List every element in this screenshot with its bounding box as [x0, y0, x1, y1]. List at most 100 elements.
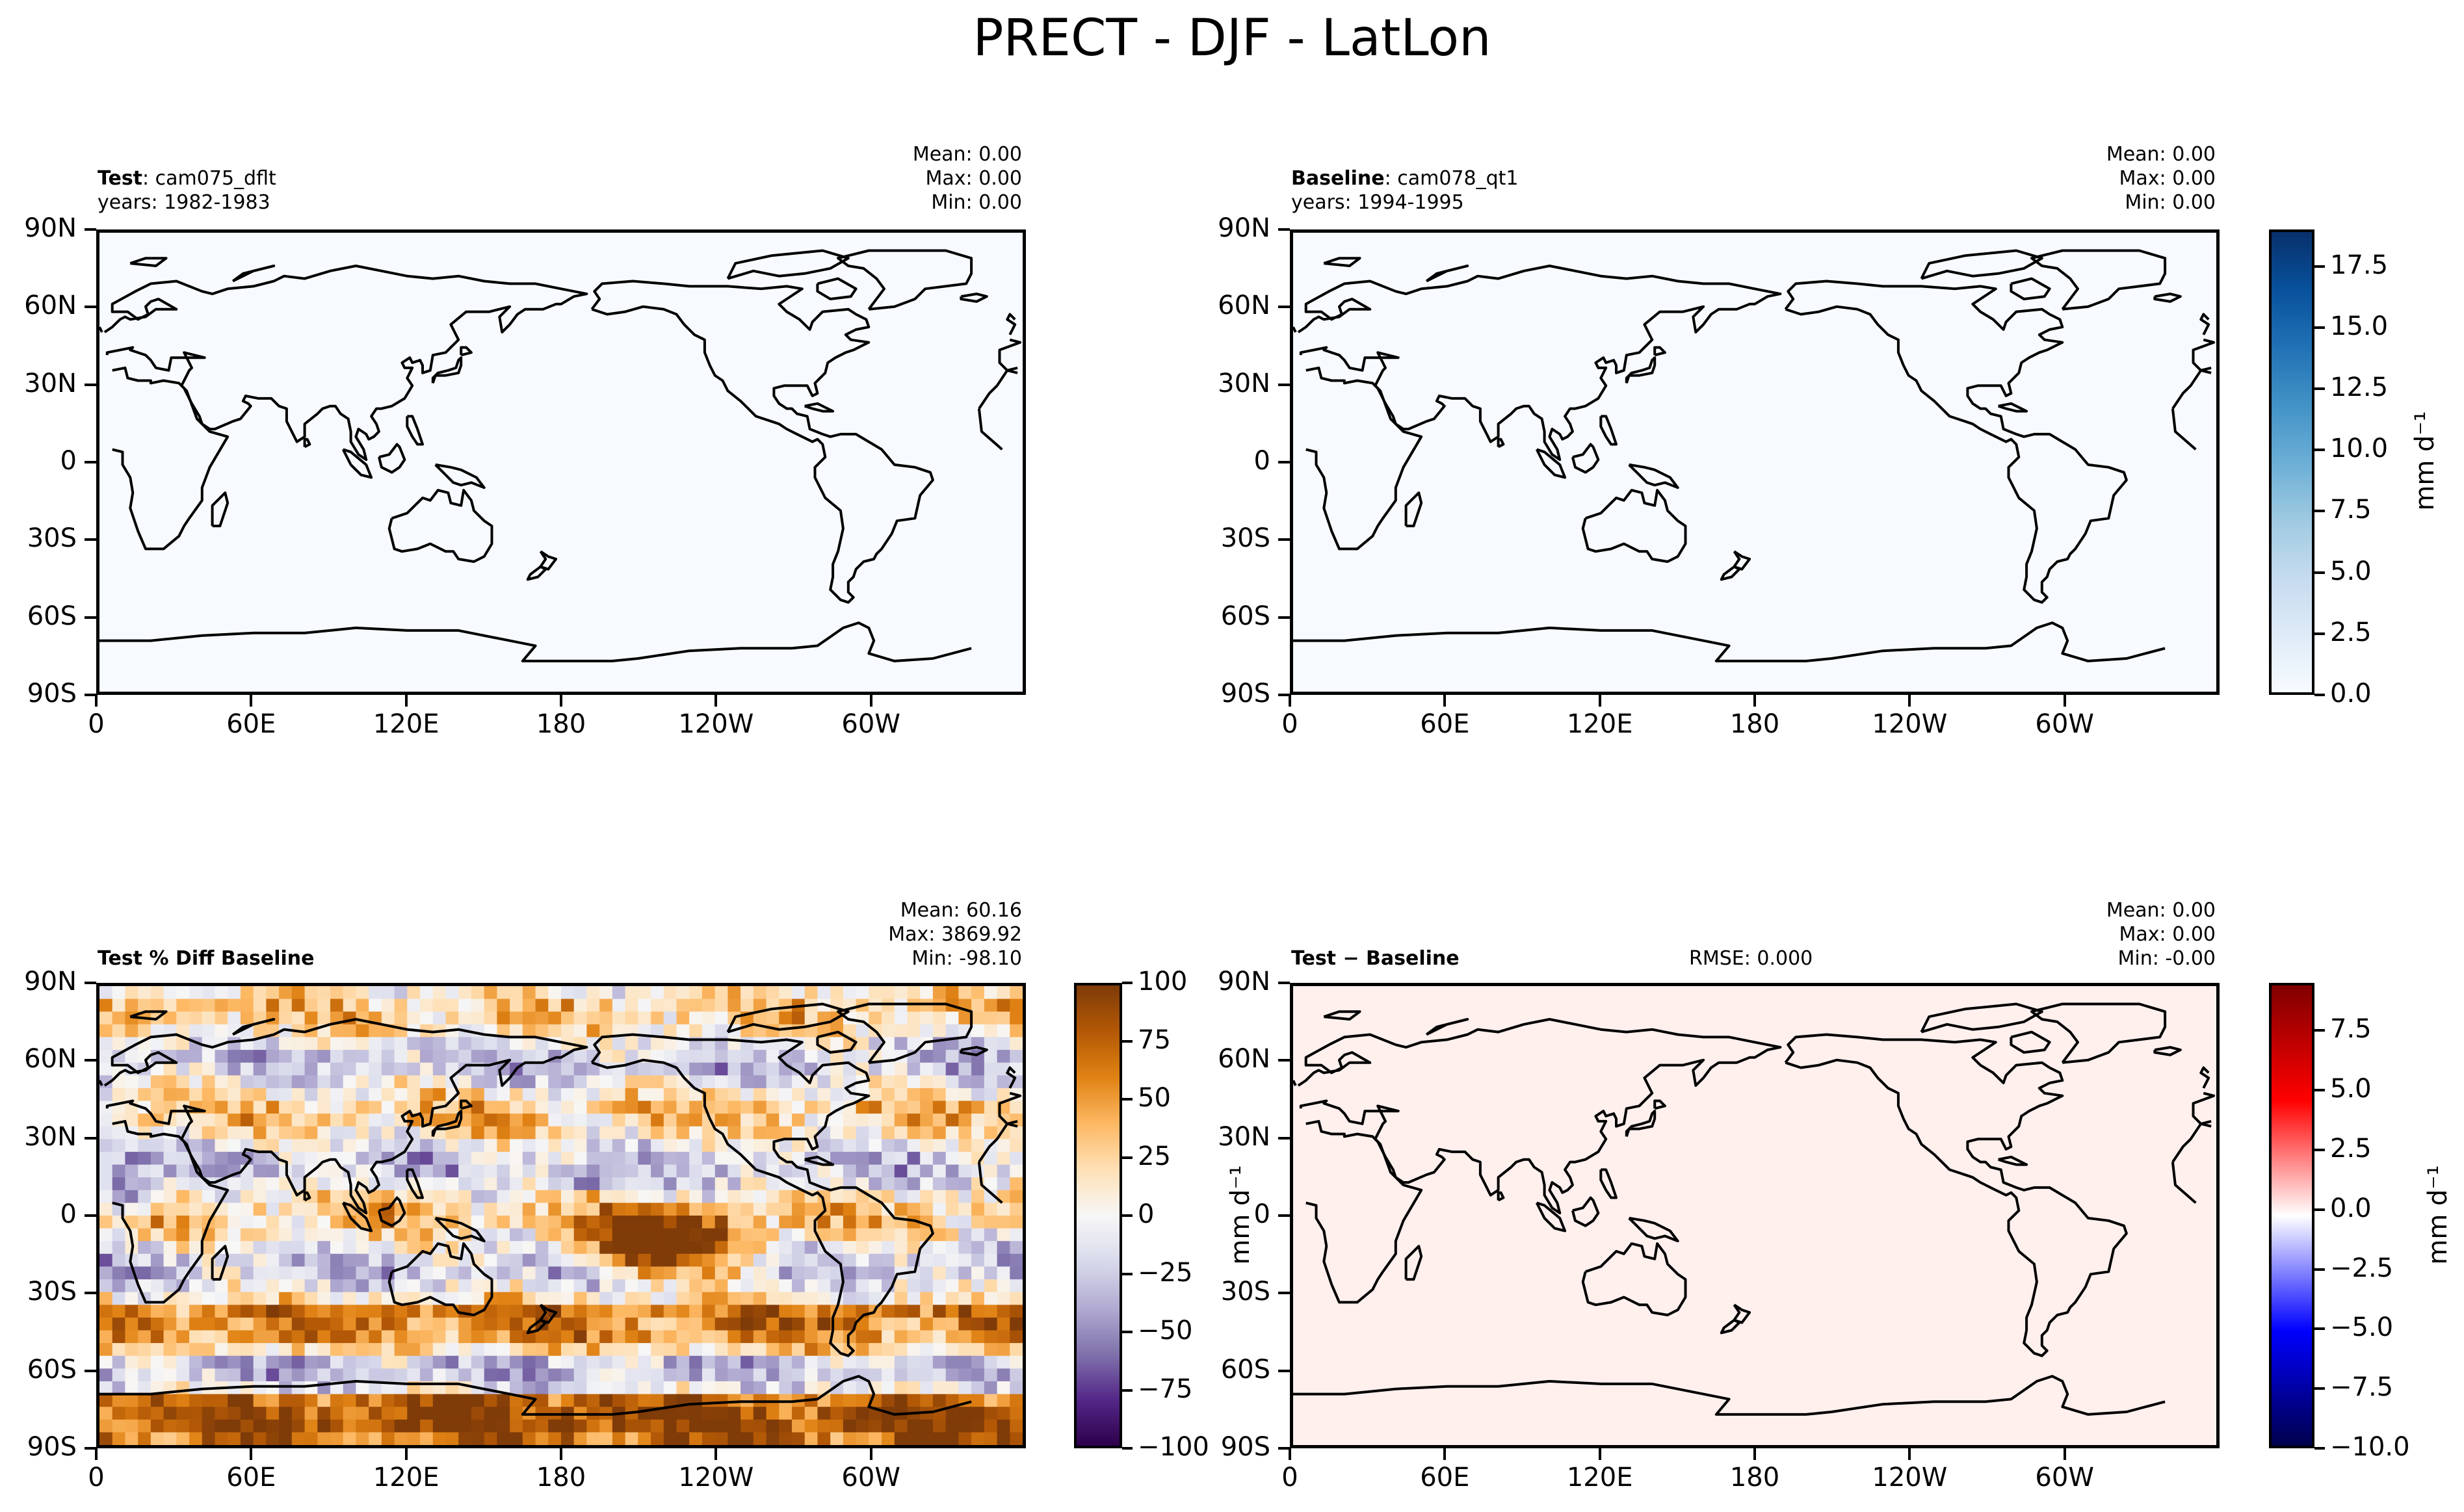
pctdiff-cell	[869, 1203, 882, 1216]
pctdiff-cell	[138, 1419, 151, 1433]
pctdiff-cell	[676, 1164, 690, 1178]
pctdiff-cell	[586, 1330, 600, 1344]
pctdiff-cell	[291, 1253, 306, 1268]
pctdiff-cell	[215, 1228, 228, 1242]
pctdiff-cell	[112, 1190, 126, 1204]
pctdiff-cell	[689, 1190, 703, 1204]
pctdiff-xtick-mark	[560, 1448, 562, 1460]
pctdiff-cell	[958, 1177, 972, 1191]
pctdiff-cell	[407, 1330, 421, 1344]
pctdiff-cell	[727, 1164, 741, 1178]
pctdiff-cell	[138, 1394, 151, 1407]
pctdiff-cell	[997, 1317, 1011, 1331]
pctdiff-cell	[882, 1190, 895, 1204]
pctdiff-cell	[561, 986, 575, 1000]
pctdiff-cell	[510, 1355, 523, 1370]
diff-colorbar-tick-mark	[2314, 1327, 2325, 1331]
pctdiff-cell	[381, 1407, 395, 1420]
pctdiff-cell	[471, 1432, 485, 1445]
pctdiff-cell	[215, 1355, 228, 1370]
pctdiff-cell	[189, 1330, 203, 1344]
pctdiff-cell	[497, 1151, 510, 1166]
pctdiff-cell	[714, 1075, 729, 1089]
pctdiff-cell	[138, 1241, 151, 1255]
pctdiff-cell	[971, 1394, 985, 1407]
pctdiff-cell	[330, 1203, 344, 1216]
pctdiff-cell	[561, 1101, 575, 1114]
pctdiff-cell	[497, 1394, 510, 1407]
pctdiff-cell	[741, 1381, 754, 1395]
pctdiff-cell	[215, 1305, 228, 1318]
pctdiff-cell	[958, 1011, 972, 1025]
pctdiff-cell	[535, 1330, 549, 1344]
pctdiff-cell	[869, 986, 882, 1000]
pctdiff-cell	[779, 1075, 793, 1089]
pctdiff-cell	[266, 1266, 280, 1280]
coastline	[1297, 1018, 1782, 1215]
pctdiff-cell	[599, 1241, 613, 1255]
pctdiff-cell	[997, 1203, 1011, 1216]
pctdiff-cell	[792, 1011, 806, 1025]
pctdiff-cell	[1010, 1343, 1023, 1357]
pctdiff-cell	[625, 1011, 639, 1025]
pctdiff-cell	[381, 1075, 395, 1089]
pctdiff-cell	[381, 1368, 395, 1382]
pctdiff-cell	[586, 1024, 600, 1038]
coastline	[1006, 313, 1017, 335]
pctdiff-cell	[291, 1419, 306, 1433]
pctdiff-cell	[189, 1126, 203, 1140]
pctdiff-cell	[792, 1266, 806, 1280]
pctdiff-cell	[920, 1114, 934, 1127]
coastline	[837, 249, 973, 311]
pctdiff-cell	[458, 1075, 472, 1089]
pctdiff-cell	[253, 1139, 267, 1153]
pctdiff-cell	[407, 1419, 421, 1433]
pctdiff-cell	[599, 1305, 613, 1318]
pctdiff-cell	[984, 1062, 998, 1076]
pctdiff-cell	[510, 1177, 523, 1191]
pctdiff-cell	[573, 1432, 588, 1445]
pctdiff-cell	[445, 1279, 459, 1293]
pctdiff-cell	[651, 1368, 664, 1382]
coastline	[1784, 1033, 2128, 1357]
pctdiff-cell	[369, 1305, 382, 1318]
pctdiff-cell	[945, 1305, 960, 1318]
pctdiff-cell	[522, 1368, 536, 1382]
pctdiff-cell	[176, 1151, 190, 1166]
pctdiff-cell	[984, 1432, 998, 1445]
pctdiff-cell	[573, 1381, 588, 1395]
pctdiff-cell	[573, 1343, 588, 1357]
pctdiff-cell	[663, 1419, 677, 1433]
precip-colorbar-tick-label: 15.0	[2330, 311, 2389, 341]
pctdiff-cell	[548, 1355, 562, 1370]
pctdiff-cell	[112, 1024, 126, 1038]
pctdiff-cell	[163, 1407, 177, 1420]
diff-ytick-mark	[1278, 1214, 1290, 1217]
pctdiff-cell	[125, 1177, 138, 1191]
precip-colorbar-tick-label: 12.5	[2330, 372, 2389, 402]
pctdiff-cell	[432, 1114, 447, 1127]
pctdiff-cell	[304, 1432, 319, 1445]
pctdiff-cell	[663, 1394, 677, 1407]
pctdiff-cell	[381, 1228, 395, 1242]
coastline	[1497, 1191, 1505, 1202]
pctdiff-cell	[843, 1088, 857, 1102]
pctdiff-cell	[304, 1037, 319, 1050]
pctdiff-cell	[599, 1088, 613, 1102]
pctdiff-cell	[522, 1062, 536, 1076]
coastline	[1404, 1245, 1423, 1281]
pctdiff-cell	[125, 1343, 138, 1357]
pctdiff-cell	[701, 1394, 716, 1407]
pctdiff-cell	[330, 1266, 344, 1280]
pctdiff-cell	[304, 1407, 319, 1420]
pctdiff-cell	[150, 1343, 164, 1357]
pctdiff-cell	[163, 1317, 177, 1331]
pctdiff-cell	[945, 1126, 960, 1140]
pctdiff-cell	[586, 1279, 600, 1293]
pctdiff-cell	[689, 1407, 703, 1420]
pctdiff-cell	[163, 1266, 177, 1280]
pctdiff-cell	[920, 1190, 934, 1204]
pctdiff-cell	[189, 1432, 203, 1445]
pctdiff-cell	[612, 1381, 626, 1395]
coastline	[816, 277, 858, 300]
